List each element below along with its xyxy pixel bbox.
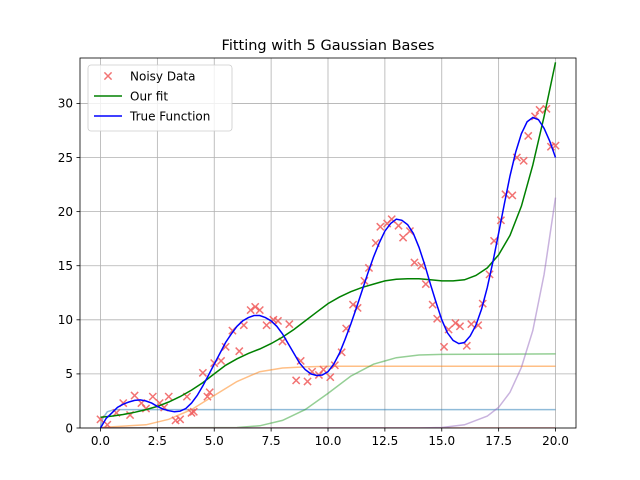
noisy-data-point [216,356,226,366]
noisy-data-point [251,302,260,311]
noisy-data-point [524,131,533,141]
y-axis: 0 5 10 15 20 25 30 [58,97,80,435]
x-tick-label: 2.5 [148,434,167,448]
noisy-data-point [292,376,301,385]
noisy-data-point [198,368,207,377]
noisy-data-point [421,279,430,289]
noisy-data-point [508,191,517,200]
noisy-data-point [433,314,442,323]
noisy-data-point [398,233,408,242]
noisy-data-point [348,300,358,309]
noisy-data-point [474,321,483,330]
noisy-data-point [296,356,305,366]
noisy-data-point [175,415,185,424]
noisy-data-point [130,391,139,400]
x-tick-label: 0.0 [91,434,110,448]
noisy-data-point [189,407,198,416]
noisy-data-point [164,392,173,401]
noisy-data-point [203,392,212,401]
y-tick-label: 5 [65,367,73,381]
noisy-data-point [255,305,264,315]
noisy-data-point [444,325,453,334]
y-tick-label: 30 [58,97,73,111]
noisy-data-point [235,347,244,356]
noisy-data-point [501,190,510,199]
noisy-data-point [262,321,271,330]
noisy-data-point [394,221,403,230]
y-tick-label: 0 [65,421,73,435]
x-tick-label: 5.0 [205,434,224,448]
true-function-line [99,116,557,428]
x-tick-label: 10.0 [315,434,342,448]
noisy-data-point [439,342,449,351]
noisy-data-point [405,226,415,236]
noisy-data-point [103,420,112,428]
y-tick-label: 20 [58,205,73,219]
noisy-data-point [205,388,214,397]
noisy-data-point [551,141,560,150]
legend-box [87,64,233,132]
legend-marker-noisy-data [103,71,113,81]
x-tick-label: 20.0 [542,434,569,448]
noisy-data-point [148,392,157,401]
basis-function-2 [100,365,556,428]
noisy-data-point [303,377,312,386]
basis-functions [99,197,557,428]
noisy-data-point [376,222,385,231]
our-fit-line [100,62,557,418]
noisy-data-point [273,316,283,326]
legend-label: Noisy Data [130,69,195,83]
noisy-data-point [187,408,196,417]
noisy-data-point [221,342,230,351]
noisy-data-points [96,104,560,428]
x-tick-label: 12.5 [372,434,399,448]
noisy-data-point [428,300,437,309]
y-tick-label: 25 [58,151,73,165]
noisy-data-point [330,361,339,370]
noisy-data-point [326,373,335,382]
noisy-data-point [467,320,476,329]
series-lines [99,62,557,428]
noisy-data-point [285,320,294,329]
x-axis: 0.0 2.5 5.0 7.5 10.0 12.5 15.0 17.5 20.0 [91,428,569,448]
noisy-data-point [319,365,328,374]
y-tick-label: 15 [58,259,73,273]
noisy-data-point [410,258,419,267]
noisy-data-point [451,318,460,328]
noisy-data-point [246,305,255,315]
x-tick-label: 15.0 [428,434,455,448]
chart-title: Fitting with 5 Gaussian Bases [222,38,435,54]
x-tick-label: 7.5 [262,434,281,448]
noisy-data-point [519,156,528,165]
legend: Noisy Data Our fit True Function [87,64,233,132]
noisy-data-point [535,105,544,115]
x-tick-label: 17.5 [485,434,512,448]
y-tick-label: 10 [58,313,73,327]
legend-label: True Function [129,109,210,123]
noisy-data-point [462,341,471,350]
legend-label: Our fit [130,89,168,103]
noisy-data-point [455,322,465,331]
basis-function-3 [100,353,556,428]
